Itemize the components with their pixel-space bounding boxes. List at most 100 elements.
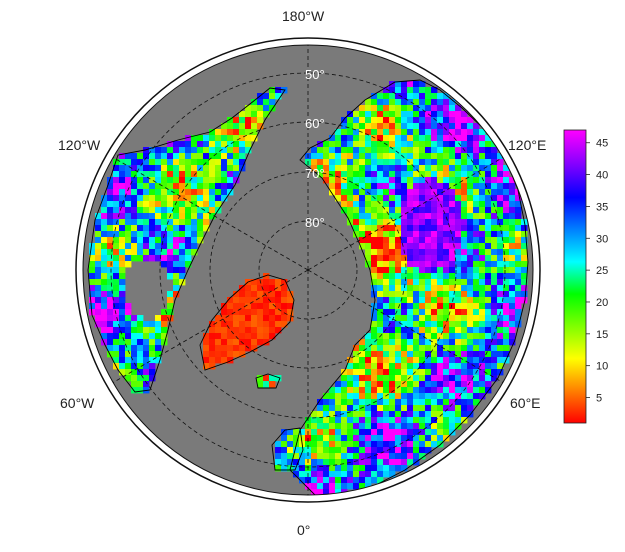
data-cell [107, 237, 114, 244]
data-cell [167, 171, 174, 178]
data-cell [413, 273, 420, 280]
data-cell [371, 183, 378, 190]
data-cell [473, 183, 480, 190]
data-cell [431, 435, 438, 442]
data-cell [353, 429, 360, 436]
data-cell [365, 213, 372, 220]
data-cell [383, 363, 390, 370]
data-cell [125, 159, 132, 166]
data-cell [479, 297, 486, 304]
data-cell [311, 441, 318, 448]
data-cell [383, 123, 390, 130]
data-cell [119, 327, 126, 334]
data-cell [317, 147, 324, 154]
data-cell [383, 339, 390, 346]
lon-label-180w: 180°W [282, 8, 325, 24]
data-cell [347, 375, 354, 382]
data-cell [347, 435, 354, 442]
data-cell [95, 225, 102, 232]
data-cell [419, 105, 426, 112]
data-cell [485, 141, 492, 148]
data-cell [419, 333, 426, 340]
data-cell [371, 267, 378, 274]
data-cell [437, 117, 444, 124]
data-cell [365, 393, 372, 400]
data-cell [131, 195, 138, 202]
data-cell [431, 153, 438, 160]
data-cell [437, 345, 444, 352]
data-cell [107, 231, 114, 238]
data-cell [323, 411, 330, 418]
data-cell [359, 147, 366, 154]
data-cell [443, 297, 450, 304]
data-cell [383, 243, 390, 250]
data-cell [461, 129, 468, 136]
data-cell [347, 423, 354, 430]
data-cell [155, 177, 162, 184]
data-cell [425, 339, 432, 346]
data-cell [425, 297, 432, 304]
data-cell [389, 471, 396, 478]
data-cell [101, 219, 108, 226]
data-cell [347, 159, 354, 166]
data-cell [449, 369, 456, 376]
data-cell [449, 249, 456, 256]
data-cell [167, 177, 174, 184]
data-cell [419, 399, 426, 406]
data-cell [449, 333, 456, 340]
data-cell [407, 159, 414, 166]
data-cell [125, 189, 132, 196]
data-cell [341, 423, 348, 430]
data-cell [191, 189, 198, 196]
data-cell [431, 231, 438, 238]
data-cell [449, 177, 456, 184]
data-cell [443, 285, 450, 292]
data-cell [389, 123, 396, 130]
data-cell [401, 465, 408, 472]
data-cell [425, 249, 432, 256]
data-cell [395, 183, 402, 190]
data-cell [389, 189, 396, 196]
data-cell [245, 117, 252, 124]
data-cell [269, 375, 276, 382]
data-cell [467, 189, 474, 196]
data-cell [179, 225, 186, 232]
data-cell [485, 249, 492, 256]
data-cell [149, 165, 156, 172]
data-cell [101, 279, 108, 286]
data-cell [341, 393, 348, 400]
data-cell [395, 159, 402, 166]
data-cell [449, 375, 456, 382]
data-cell [257, 333, 264, 340]
data-cell [389, 393, 396, 400]
data-cell [479, 153, 486, 160]
data-cell [317, 477, 324, 484]
data-cell [431, 441, 438, 448]
data-cell [245, 345, 252, 352]
data-cell [377, 405, 384, 412]
data-cell [509, 261, 516, 268]
data-cell [437, 267, 444, 274]
data-cell [401, 291, 408, 298]
data-cell [377, 165, 384, 172]
data-cell [383, 297, 390, 304]
data-cell [377, 225, 384, 232]
data-cell [149, 189, 156, 196]
data-cell [449, 363, 456, 370]
data-cell [443, 351, 450, 358]
data-cell [521, 249, 528, 256]
data-cell [377, 135, 384, 142]
data-cell [503, 291, 510, 298]
data-cell [485, 243, 492, 250]
data-cell [347, 411, 354, 418]
data-cell [359, 417, 366, 424]
data-cell [413, 417, 420, 424]
data-cell [461, 273, 468, 280]
data-cell [461, 243, 468, 250]
data-cell [353, 477, 360, 484]
data-cell [473, 213, 480, 220]
data-cell [449, 381, 456, 388]
data-cell [395, 429, 402, 436]
data-cell [371, 459, 378, 466]
data-cell [497, 273, 504, 280]
